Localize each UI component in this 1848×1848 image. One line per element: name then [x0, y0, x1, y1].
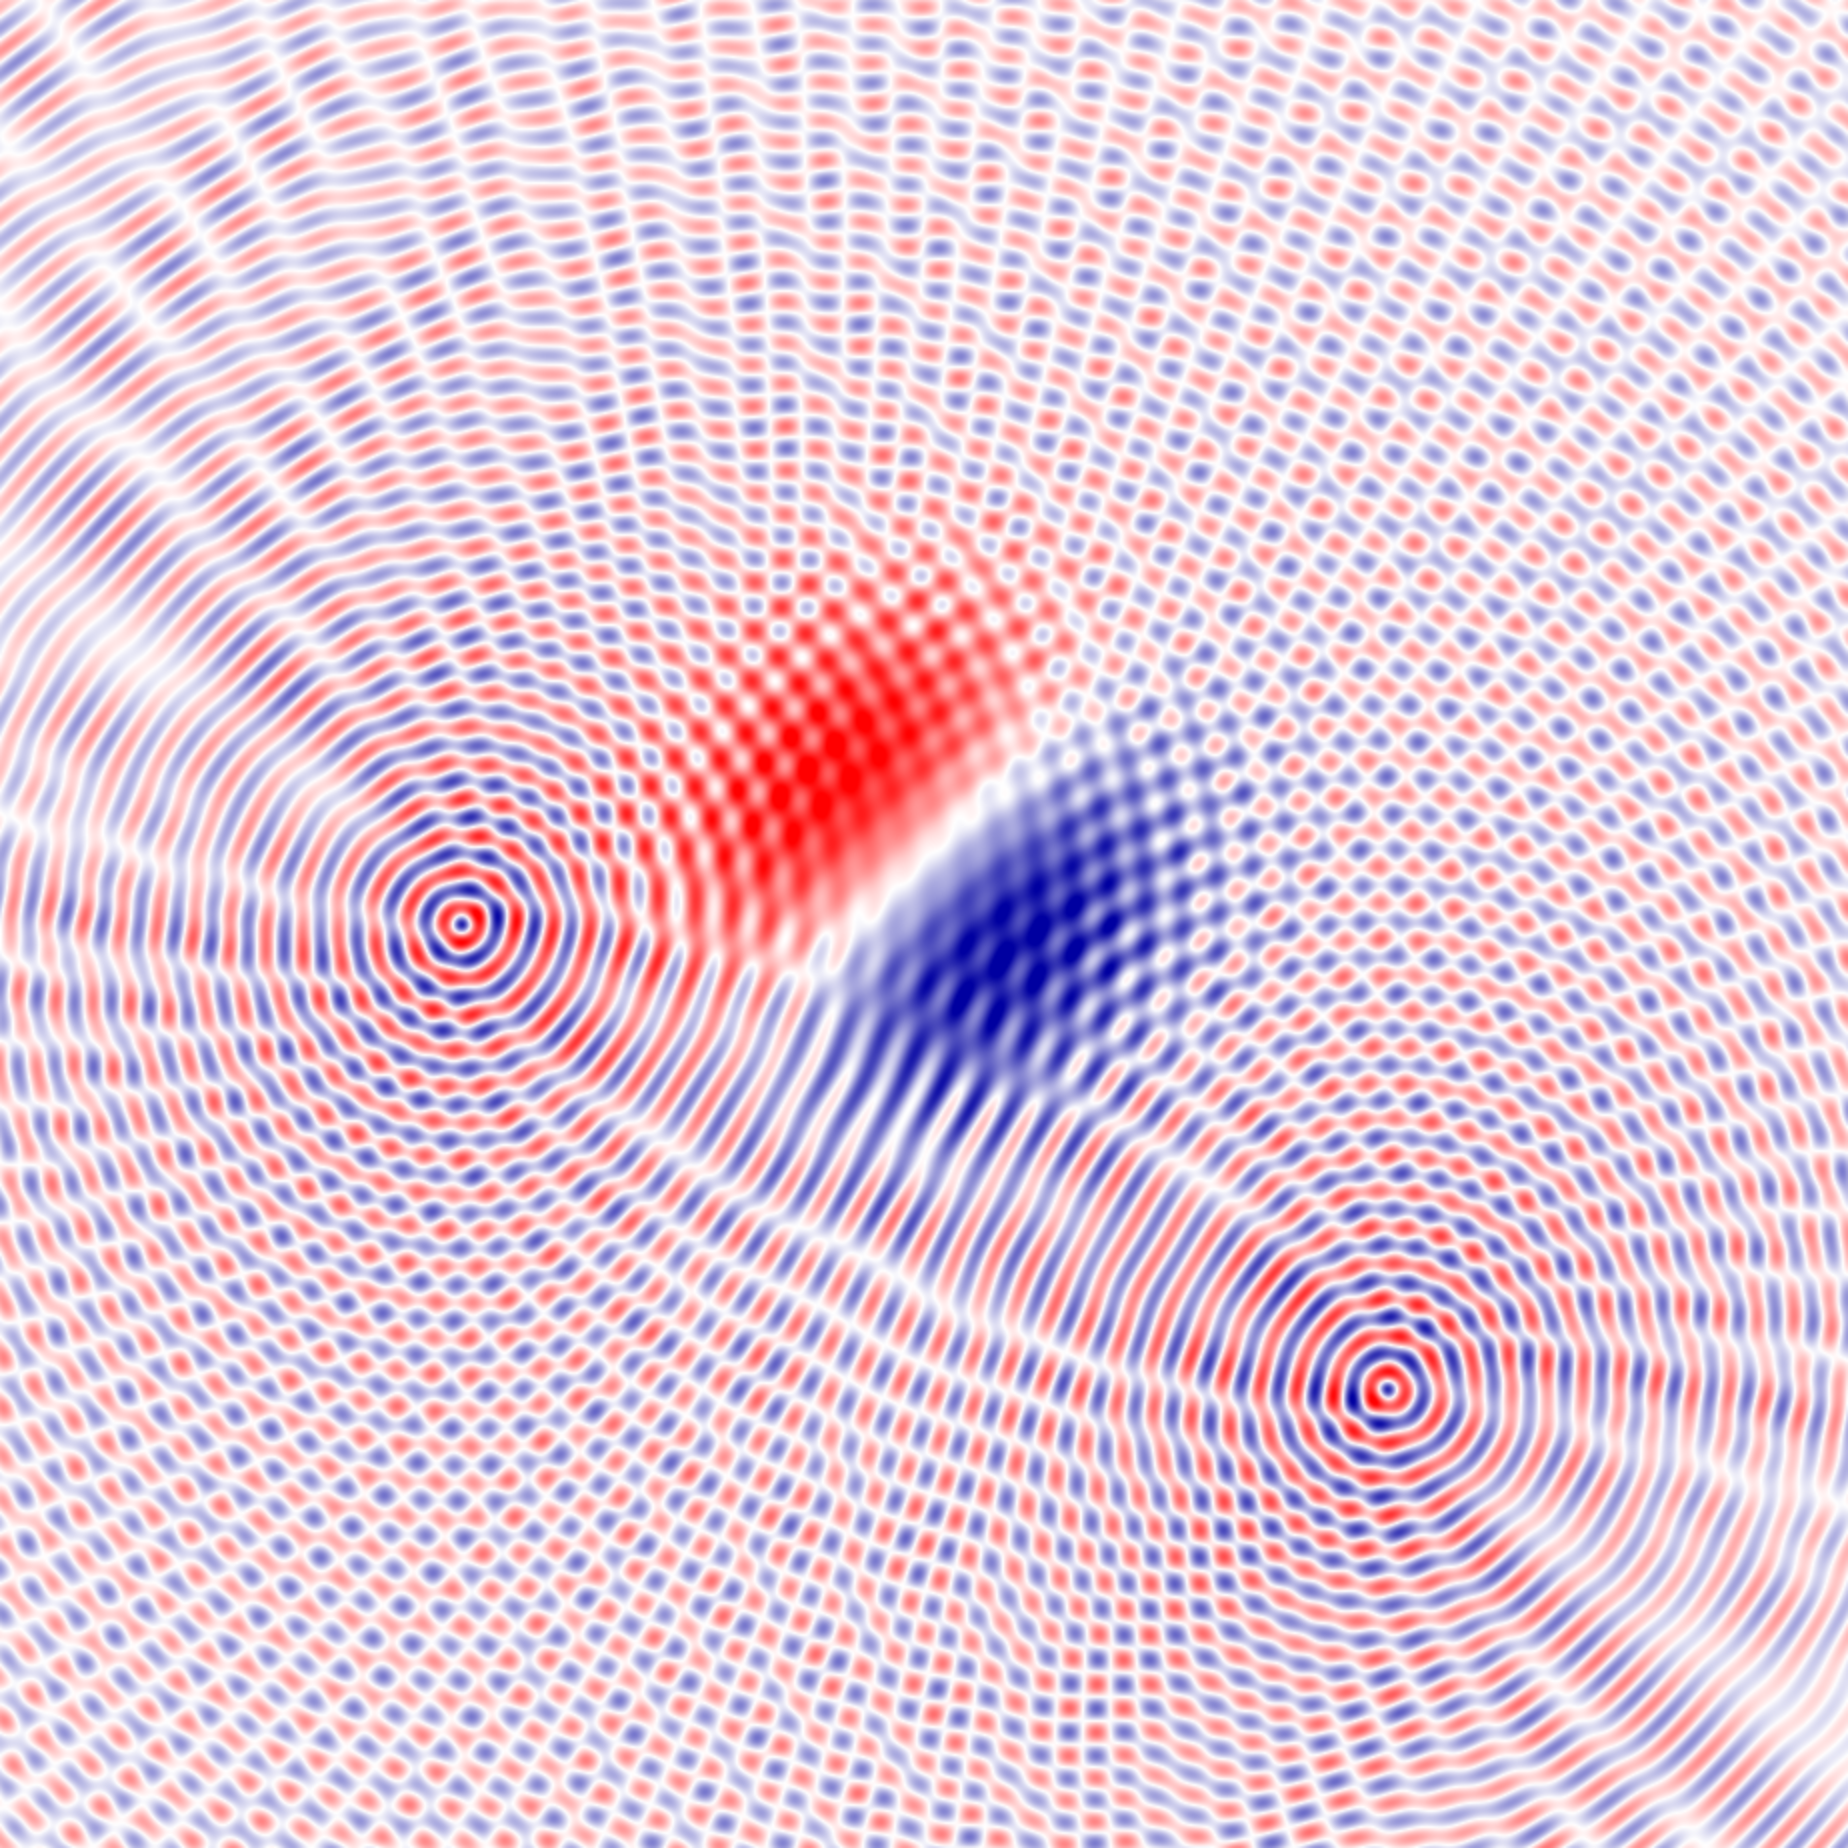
field-visualization	[0, 0, 1848, 1848]
interference-field-canvas	[0, 0, 1848, 1848]
